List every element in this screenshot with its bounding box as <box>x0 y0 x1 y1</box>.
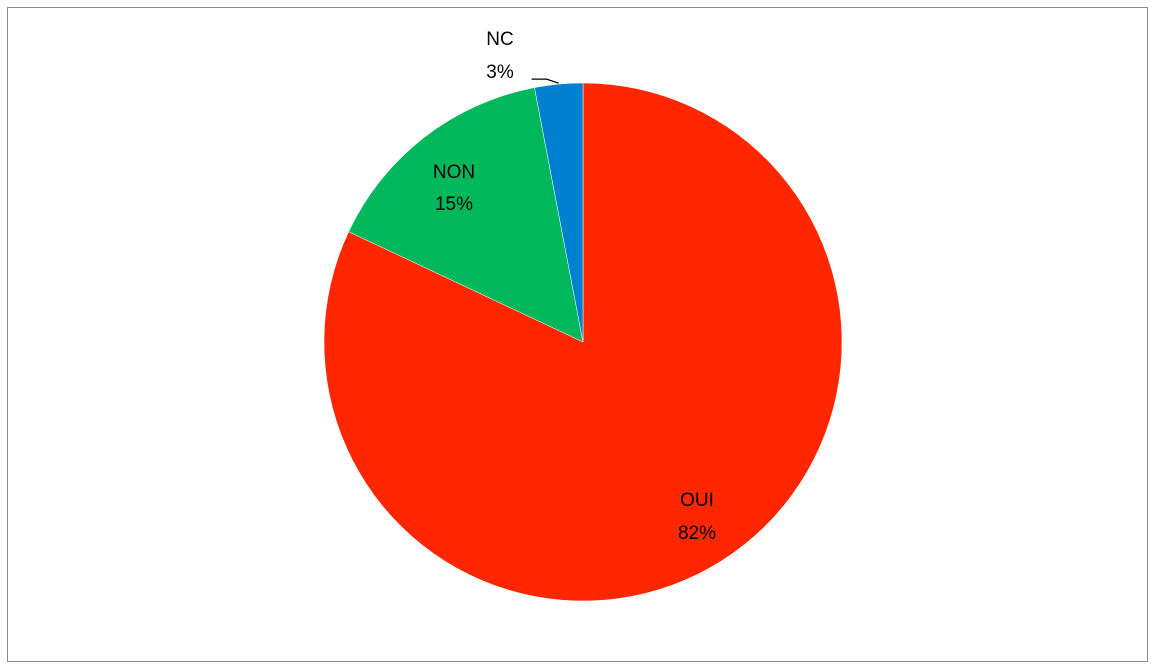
leader-lines <box>531 78 559 84</box>
pie-slice-nc <box>534 82 584 343</box>
pie-slices <box>323 82 843 602</box>
pie-slice-non <box>348 87 584 343</box>
slice-label-non-name: NON <box>433 162 475 183</box>
slice-label-oui-name: OUI <box>680 490 714 511</box>
slice-label-nc-percent: 3% <box>486 62 514 83</box>
slice-label-non-percent: 15% <box>435 194 473 215</box>
slice-label-oui-percent: 82% <box>678 523 716 544</box>
slice-label-nc-name: NC <box>486 29 513 50</box>
leader-line-nc <box>531 78 559 84</box>
